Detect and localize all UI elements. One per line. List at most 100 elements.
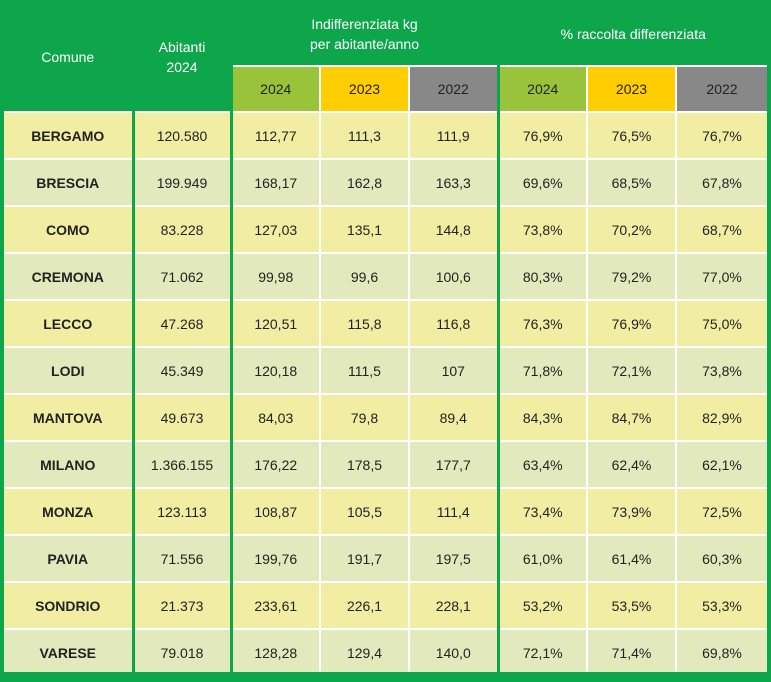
cell-ind-2022: 228,1	[408, 581, 498, 629]
bottom-border	[4, 672, 767, 678]
table-row: LODI 45.349 120,18 111,5 107 71,8% 72,1%…	[4, 346, 767, 394]
cell-ind-2024: 84,03	[229, 393, 320, 441]
cell-rd-2024: 53,2%	[496, 581, 587, 629]
cell-comune: SONDRIO	[4, 581, 133, 629]
header-abitanti: Abitanti 2024	[131, 3, 231, 112]
cell-rd-2024: 84,3%	[496, 393, 587, 441]
cell-ind-2024: 176,22	[229, 440, 320, 488]
header-raccolta: % raccolta differenziata	[496, 3, 767, 67]
cell-ind-2023: 191,7	[319, 534, 409, 582]
cell-rd-2023: 68,5%	[586, 158, 676, 206]
cell-rd-2024: 63,4%	[496, 440, 587, 488]
cell-rd-2023: 72,1%	[586, 346, 676, 394]
cell-rd-2023: 76,5%	[586, 111, 676, 159]
cell-rd-2024: 80,3%	[496, 252, 587, 300]
cell-rd-2022: 82,9%	[675, 393, 767, 441]
waste-data-table: Comune Abitanti 2024 Indifferenziata kg …	[4, 3, 767, 675]
cell-ind-2023: 99,6	[319, 252, 409, 300]
cell-abitanti: 49.673	[131, 393, 231, 441]
table-row: CREMONA 71.062 99,98 99,6 100,6 80,3% 79…	[4, 252, 767, 300]
table-row: LECCO 47.268 120,51 115,8 116,8 76,3% 76…	[4, 299, 767, 347]
cell-rd-2023: 84,7%	[586, 393, 676, 441]
cell-comune: CREMONA	[4, 252, 133, 300]
cell-ind-2023: 226,1	[319, 581, 409, 629]
cell-rd-2024: 61,0%	[496, 534, 587, 582]
cell-ind-2022: 144,8	[408, 205, 498, 253]
cell-comune: COMO	[4, 205, 133, 253]
table-row: SONDRIO 21.373 233,61 226,1 228,1 53,2% …	[4, 581, 767, 629]
cell-rd-2022: 62,1%	[675, 440, 767, 488]
table-row: MANTOVA 49.673 84,03 79,8 89,4 84,3% 84,…	[4, 393, 767, 441]
cell-rd-2022: 53,3%	[675, 581, 767, 629]
cell-ind-2023: 105,5	[319, 487, 409, 535]
header-indifferenziata-line1: Indifferenziata kg	[311, 16, 418, 32]
cell-abitanti: 83.228	[131, 205, 231, 253]
cell-ind-2024: 233,61	[229, 581, 320, 629]
header-comune: Comune	[4, 3, 133, 112]
cell-rd-2023: 62,4%	[586, 440, 676, 488]
cell-ind-2024: 99,98	[229, 252, 320, 300]
cell-ind-2024: 120,51	[229, 299, 320, 347]
cell-rd-2022: 77,0%	[675, 252, 767, 300]
cell-comune: BRESCIA	[4, 158, 133, 206]
cell-rd-2024: 71,8%	[496, 346, 587, 394]
table-row: BRESCIA 199.949 168,17 162,8 163,3 69,6%…	[4, 158, 767, 206]
cell-ind-2024: 128,28	[229, 628, 320, 675]
cell-comune: MONZA	[4, 487, 133, 535]
cell-comune: LODI	[4, 346, 133, 394]
cell-rd-2024: 73,8%	[496, 205, 587, 253]
cell-ind-2023: 135,1	[319, 205, 409, 253]
cell-abitanti: 45.349	[131, 346, 231, 394]
cell-ind-2022: 107	[408, 346, 498, 394]
cell-comune: PAVIA	[4, 534, 133, 582]
cell-ind-2022: 111,9	[408, 111, 498, 159]
header-ind-2024: 2024	[229, 66, 320, 112]
cell-ind-2024: 168,17	[229, 158, 320, 206]
header-indifferenziata: Indifferenziata kg per abitante/anno	[229, 3, 498, 67]
header-rd-2023: 2023	[586, 66, 676, 112]
header-ind-2023: 2023	[319, 66, 409, 112]
cell-abitanti: 1.366.155	[131, 440, 231, 488]
cell-rd-2023: 71,4%	[586, 628, 676, 675]
cell-rd-2023: 53,5%	[586, 581, 676, 629]
cell-comune: MANTOVA	[4, 393, 133, 441]
cell-rd-2024: 76,9%	[496, 111, 587, 159]
table-row: MONZA 123.113 108,87 105,5 111,4 73,4% 7…	[4, 487, 767, 535]
cell-rd-2024: 69,6%	[496, 158, 587, 206]
cell-ind-2022: 197,5	[408, 534, 498, 582]
cell-ind-2023: 111,3	[319, 111, 409, 159]
cell-ind-2022: 177,7	[408, 440, 498, 488]
cell-ind-2022: 100,6	[408, 252, 498, 300]
cell-ind-2024: 199,76	[229, 534, 320, 582]
cell-ind-2022: 140,0	[408, 628, 498, 675]
cell-ind-2023: 129,4	[319, 628, 409, 675]
cell-ind-2024: 120,18	[229, 346, 320, 394]
cell-comune: BERGAMO	[4, 111, 133, 159]
cell-rd-2022: 75,0%	[675, 299, 767, 347]
cell-abitanti: 123.113	[131, 487, 231, 535]
table-row: MILANO 1.366.155 176,22 178,5 177,7 63,4…	[4, 440, 767, 488]
cell-rd-2023: 70,2%	[586, 205, 676, 253]
cell-rd-2022: 72,5%	[675, 487, 767, 535]
cell-ind-2022: 116,8	[408, 299, 498, 347]
cell-abitanti: 71.556	[131, 534, 231, 582]
cell-rd-2022: 76,7%	[675, 111, 767, 159]
header-abitanti-label: Abitanti 2024	[158, 39, 206, 75]
header-indifferenziata-line2: per abitante/anno	[310, 36, 419, 52]
cell-ind-2024: 127,03	[229, 205, 320, 253]
cell-comune: MILANO	[4, 440, 133, 488]
cell-ind-2024: 108,87	[229, 487, 320, 535]
cell-ind-2022: 163,3	[408, 158, 498, 206]
cell-abitanti: 120.580	[131, 111, 231, 159]
cell-rd-2022: 73,8%	[675, 346, 767, 394]
cell-rd-2022: 67,8%	[675, 158, 767, 206]
table-row: BERGAMO 120.580 112,77 111,3 111,9 76,9%…	[4, 111, 767, 159]
table-row: PAVIA 71.556 199,76 191,7 197,5 61,0% 61…	[4, 534, 767, 582]
cell-ind-2023: 178,5	[319, 440, 409, 488]
header-rd-2024: 2024	[496, 66, 587, 112]
cell-ind-2023: 111,5	[319, 346, 409, 394]
cell-abitanti: 199.949	[131, 158, 231, 206]
cell-comune: LECCO	[4, 299, 133, 347]
cell-rd-2022: 68,7%	[675, 205, 767, 253]
cell-abitanti: 47.268	[131, 299, 231, 347]
